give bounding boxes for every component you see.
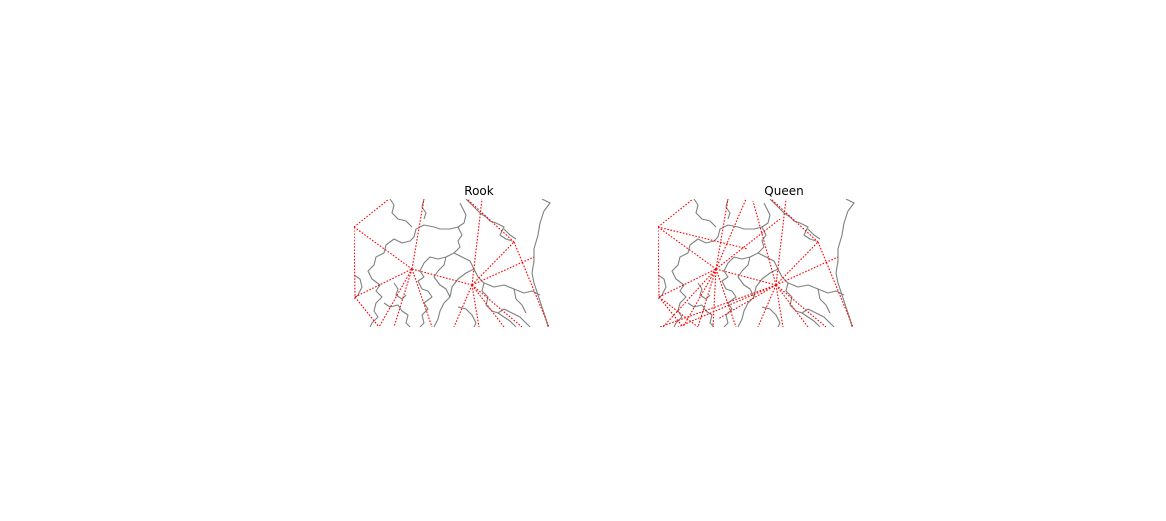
region-boundary: [513, 288, 527, 314]
neighbor-link: [715, 268, 777, 286]
region-boundary: [807, 228, 821, 240]
neighbor-link: [354, 226, 356, 298]
neighbor-link: [411, 268, 473, 286]
neighbor-link: [658, 199, 694, 228]
neighbor-link: [775, 256, 839, 286]
rook-map-panel: [354, 199, 554, 327]
region-boundary: [785, 282, 821, 327]
neighbor-link: [466, 199, 515, 243]
neighbor-link: [775, 284, 827, 327]
queen-map-panel: [658, 199, 858, 327]
region-boundary: [693, 199, 717, 228]
neighbor-link: [770, 199, 819, 243]
neighbor-link: [757, 284, 777, 327]
neighbor-link: [775, 241, 819, 286]
region-boundary: [721, 226, 767, 327]
region-boundary: [737, 256, 755, 327]
region-boundary: [417, 226, 463, 327]
neighbor-link: [411, 199, 425, 270]
neighbor-link: [471, 256, 535, 286]
neighbor-link: [775, 284, 809, 327]
neighbor-link: [354, 199, 390, 228]
region-boundary: [835, 199, 855, 327]
rook-neighbor-links: [354, 199, 550, 327]
neighbor-link: [662, 268, 717, 327]
region-boundary: [367, 202, 467, 327]
region-boundary: [801, 308, 835, 327]
neighbor-link: [775, 284, 784, 327]
queen-map-svg: [658, 199, 855, 327]
region-boundary: [354, 274, 363, 300]
neighbor-link: [658, 268, 717, 298]
region-boundary: [433, 256, 451, 327]
neighbor-link: [658, 226, 717, 270]
region-boundary: [449, 268, 475, 298]
neighbor-link: [393, 268, 413, 327]
region-boundary: [761, 306, 781, 327]
neighbor-link: [752, 200, 777, 286]
neighbor-link: [715, 199, 729, 270]
queen-panel-title: Queen: [764, 184, 804, 198]
neighbor-link: [715, 268, 737, 327]
neighbor-link: [697, 268, 717, 327]
neighbor-link: [378, 268, 413, 327]
region-boundary: [383, 302, 411, 327]
rook-panel-title: Rook: [464, 184, 494, 198]
neighbor-link: [453, 284, 473, 327]
neighbor-link: [471, 241, 515, 286]
region-boundary: [757, 252, 845, 296]
neighbor-link: [682, 268, 717, 327]
neighbor-link: [658, 226, 749, 250]
region-boundary: [481, 282, 517, 327]
region-boundary: [457, 306, 477, 327]
region-boundary: [687, 302, 715, 327]
rook-map-svg: [354, 199, 551, 327]
region-boundary: [531, 199, 551, 327]
region-boundary: [465, 199, 513, 242]
neighbor-link: [411, 268, 433, 327]
neighbor-link: [513, 241, 550, 327]
neighbor-link: [471, 284, 505, 327]
neighbor-link: [659, 284, 777, 327]
neighbor-link: [658, 226, 660, 298]
neighbor-link: [354, 296, 380, 327]
region-boundary: [453, 252, 541, 296]
region-boundary: [671, 202, 771, 327]
neighbor-link: [471, 284, 523, 327]
region-boundary: [497, 308, 531, 327]
neighbor-link: [715, 218, 781, 270]
neighbor-link: [354, 226, 413, 270]
queen-neighbor-links: [658, 199, 854, 327]
neighbor-link: [817, 241, 854, 327]
neighbor-link: [471, 284, 480, 327]
neighbor-link: [658, 296, 684, 327]
region-boundaries: [354, 199, 551, 327]
region-boundaries: [658, 199, 855, 327]
region-boundary: [817, 288, 831, 314]
region-boundary: [421, 199, 427, 220]
neighbor-link: [354, 268, 413, 298]
region-boundary: [658, 274, 667, 300]
region-boundary: [725, 199, 731, 220]
neighbor-link: [712, 268, 717, 327]
region-boundary: [769, 199, 817, 242]
region-boundary: [503, 228, 517, 240]
region-boundary: [389, 199, 413, 228]
